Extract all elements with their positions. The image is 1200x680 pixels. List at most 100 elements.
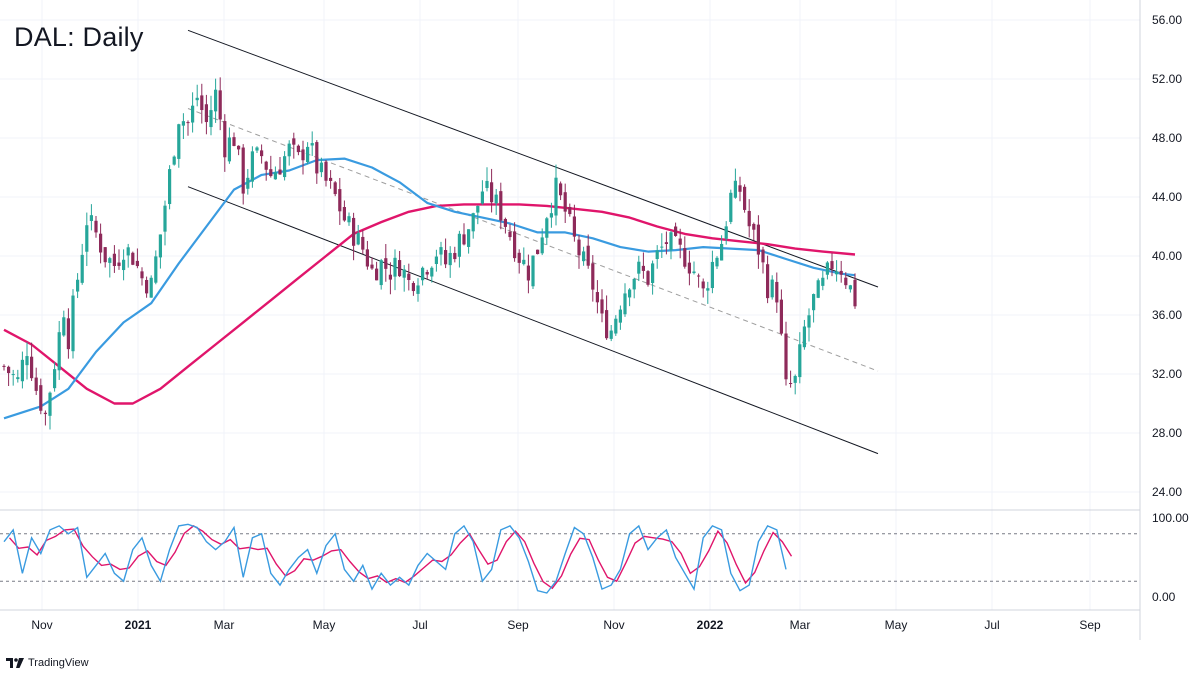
candle-body: [710, 261, 714, 289]
channel-line-upper: [187, 29, 879, 288]
candle-body: [545, 218, 549, 238]
chart-title: DAL: Daily: [14, 22, 144, 52]
stoch-d-line: [8, 525, 793, 590]
candle-body: [503, 218, 507, 227]
candle-body: [20, 359, 24, 382]
candle-body: [729, 192, 733, 222]
candle-body: [375, 268, 379, 281]
candle-body: [218, 90, 222, 120]
candle-body: [57, 332, 61, 371]
candle-body: [53, 369, 57, 389]
time-tick-label: Sep: [507, 618, 529, 632]
candle-body: [287, 143, 291, 157]
candle-body: [89, 215, 93, 221]
candle-body: [43, 412, 47, 415]
time-tick-label: Jul: [984, 618, 999, 632]
candle-body: [678, 238, 682, 245]
candle-body: [172, 156, 176, 165]
candle-body: [559, 183, 563, 196]
price-axis: 24.00 28.00 32.00 36.00 40.00 44.00 48.00 52.00…: [1152, 13, 1182, 499]
candle-body: [411, 283, 415, 292]
candle-body: [517, 252, 521, 263]
price-tick-label: 56.00: [1152, 13, 1182, 27]
candle-body: [85, 225, 89, 252]
candle-body: [526, 265, 530, 281]
candle-body: [641, 265, 645, 271]
time-tick-label: Nov: [31, 618, 52, 632]
candle-body: [66, 318, 70, 350]
candle-body: [425, 271, 429, 275]
candle-body: [825, 262, 829, 275]
candle-body: [393, 257, 397, 277]
candle-body: [250, 151, 254, 182]
candle-body: [158, 234, 162, 258]
candle-body: [34, 377, 38, 391]
price-tick-label: 28.00: [1152, 426, 1182, 440]
candle-body: [324, 161, 328, 181]
candle-body: [278, 169, 282, 175]
candle-body: [99, 233, 103, 253]
candle-body: [499, 191, 503, 221]
candle-body: [204, 104, 208, 123]
candle-body: [595, 292, 599, 303]
time-tick-label: 2021: [125, 618, 152, 632]
candle-body: [135, 260, 139, 267]
candle-body: [701, 281, 705, 289]
candle-body: [766, 264, 770, 299]
candle-body: [2, 365, 6, 367]
candle-body: [122, 259, 126, 271]
time-tick-label: Nov: [603, 618, 624, 632]
candle-body: [7, 366, 11, 374]
candle-body: [338, 189, 342, 212]
time-tick-label: Mar: [214, 618, 235, 632]
price-tick-label: 44.00: [1152, 190, 1182, 204]
candle-body: [352, 217, 356, 246]
candle-body: [706, 288, 710, 291]
candle-body: [853, 279, 857, 307]
candle-body: [591, 263, 595, 290]
time-tick-label: May: [885, 618, 908, 632]
candle-body: [209, 110, 213, 128]
candle-body: [494, 194, 498, 204]
candle-body: [577, 239, 581, 256]
candle-body: [283, 156, 287, 178]
candle-body: [457, 233, 461, 257]
candle-body: [384, 258, 388, 269]
candle-body: [103, 247, 107, 263]
candle-body: [508, 231, 512, 238]
candle-body: [260, 150, 264, 157]
candle-body: [605, 310, 609, 339]
candle-body: [76, 279, 80, 292]
candle-body: [149, 277, 153, 298]
candle-body: [200, 95, 204, 111]
candle-body: [246, 177, 250, 189]
time-tick-label: Sep: [1079, 618, 1101, 632]
candle-body: [655, 250, 659, 260]
candle-body: [467, 229, 471, 247]
candle-body: [39, 385, 43, 411]
candle-body: [255, 147, 259, 151]
candle-body: [784, 333, 788, 380]
candle-body: [154, 256, 158, 283]
candle-body: [30, 356, 34, 379]
candle-body: [733, 180, 737, 198]
candle-body: [798, 344, 802, 378]
candle-body: [131, 252, 135, 265]
candle-body: [439, 247, 443, 255]
stoch-k-line: [3, 523, 787, 594]
candle-body: [191, 105, 195, 123]
candle-body: [812, 294, 816, 311]
candles: [2, 77, 857, 430]
candle-body: [572, 216, 576, 237]
candle-body: [434, 256, 438, 265]
candle-body: [145, 279, 149, 294]
candle-body: [462, 234, 466, 245]
candle-body: [319, 162, 323, 173]
candle-body: [168, 169, 172, 205]
candle-body: [329, 177, 333, 181]
candle-body: [94, 220, 98, 233]
candle-body: [839, 270, 843, 275]
candle-body: [232, 137, 236, 146]
candle-body: [269, 169, 273, 177]
